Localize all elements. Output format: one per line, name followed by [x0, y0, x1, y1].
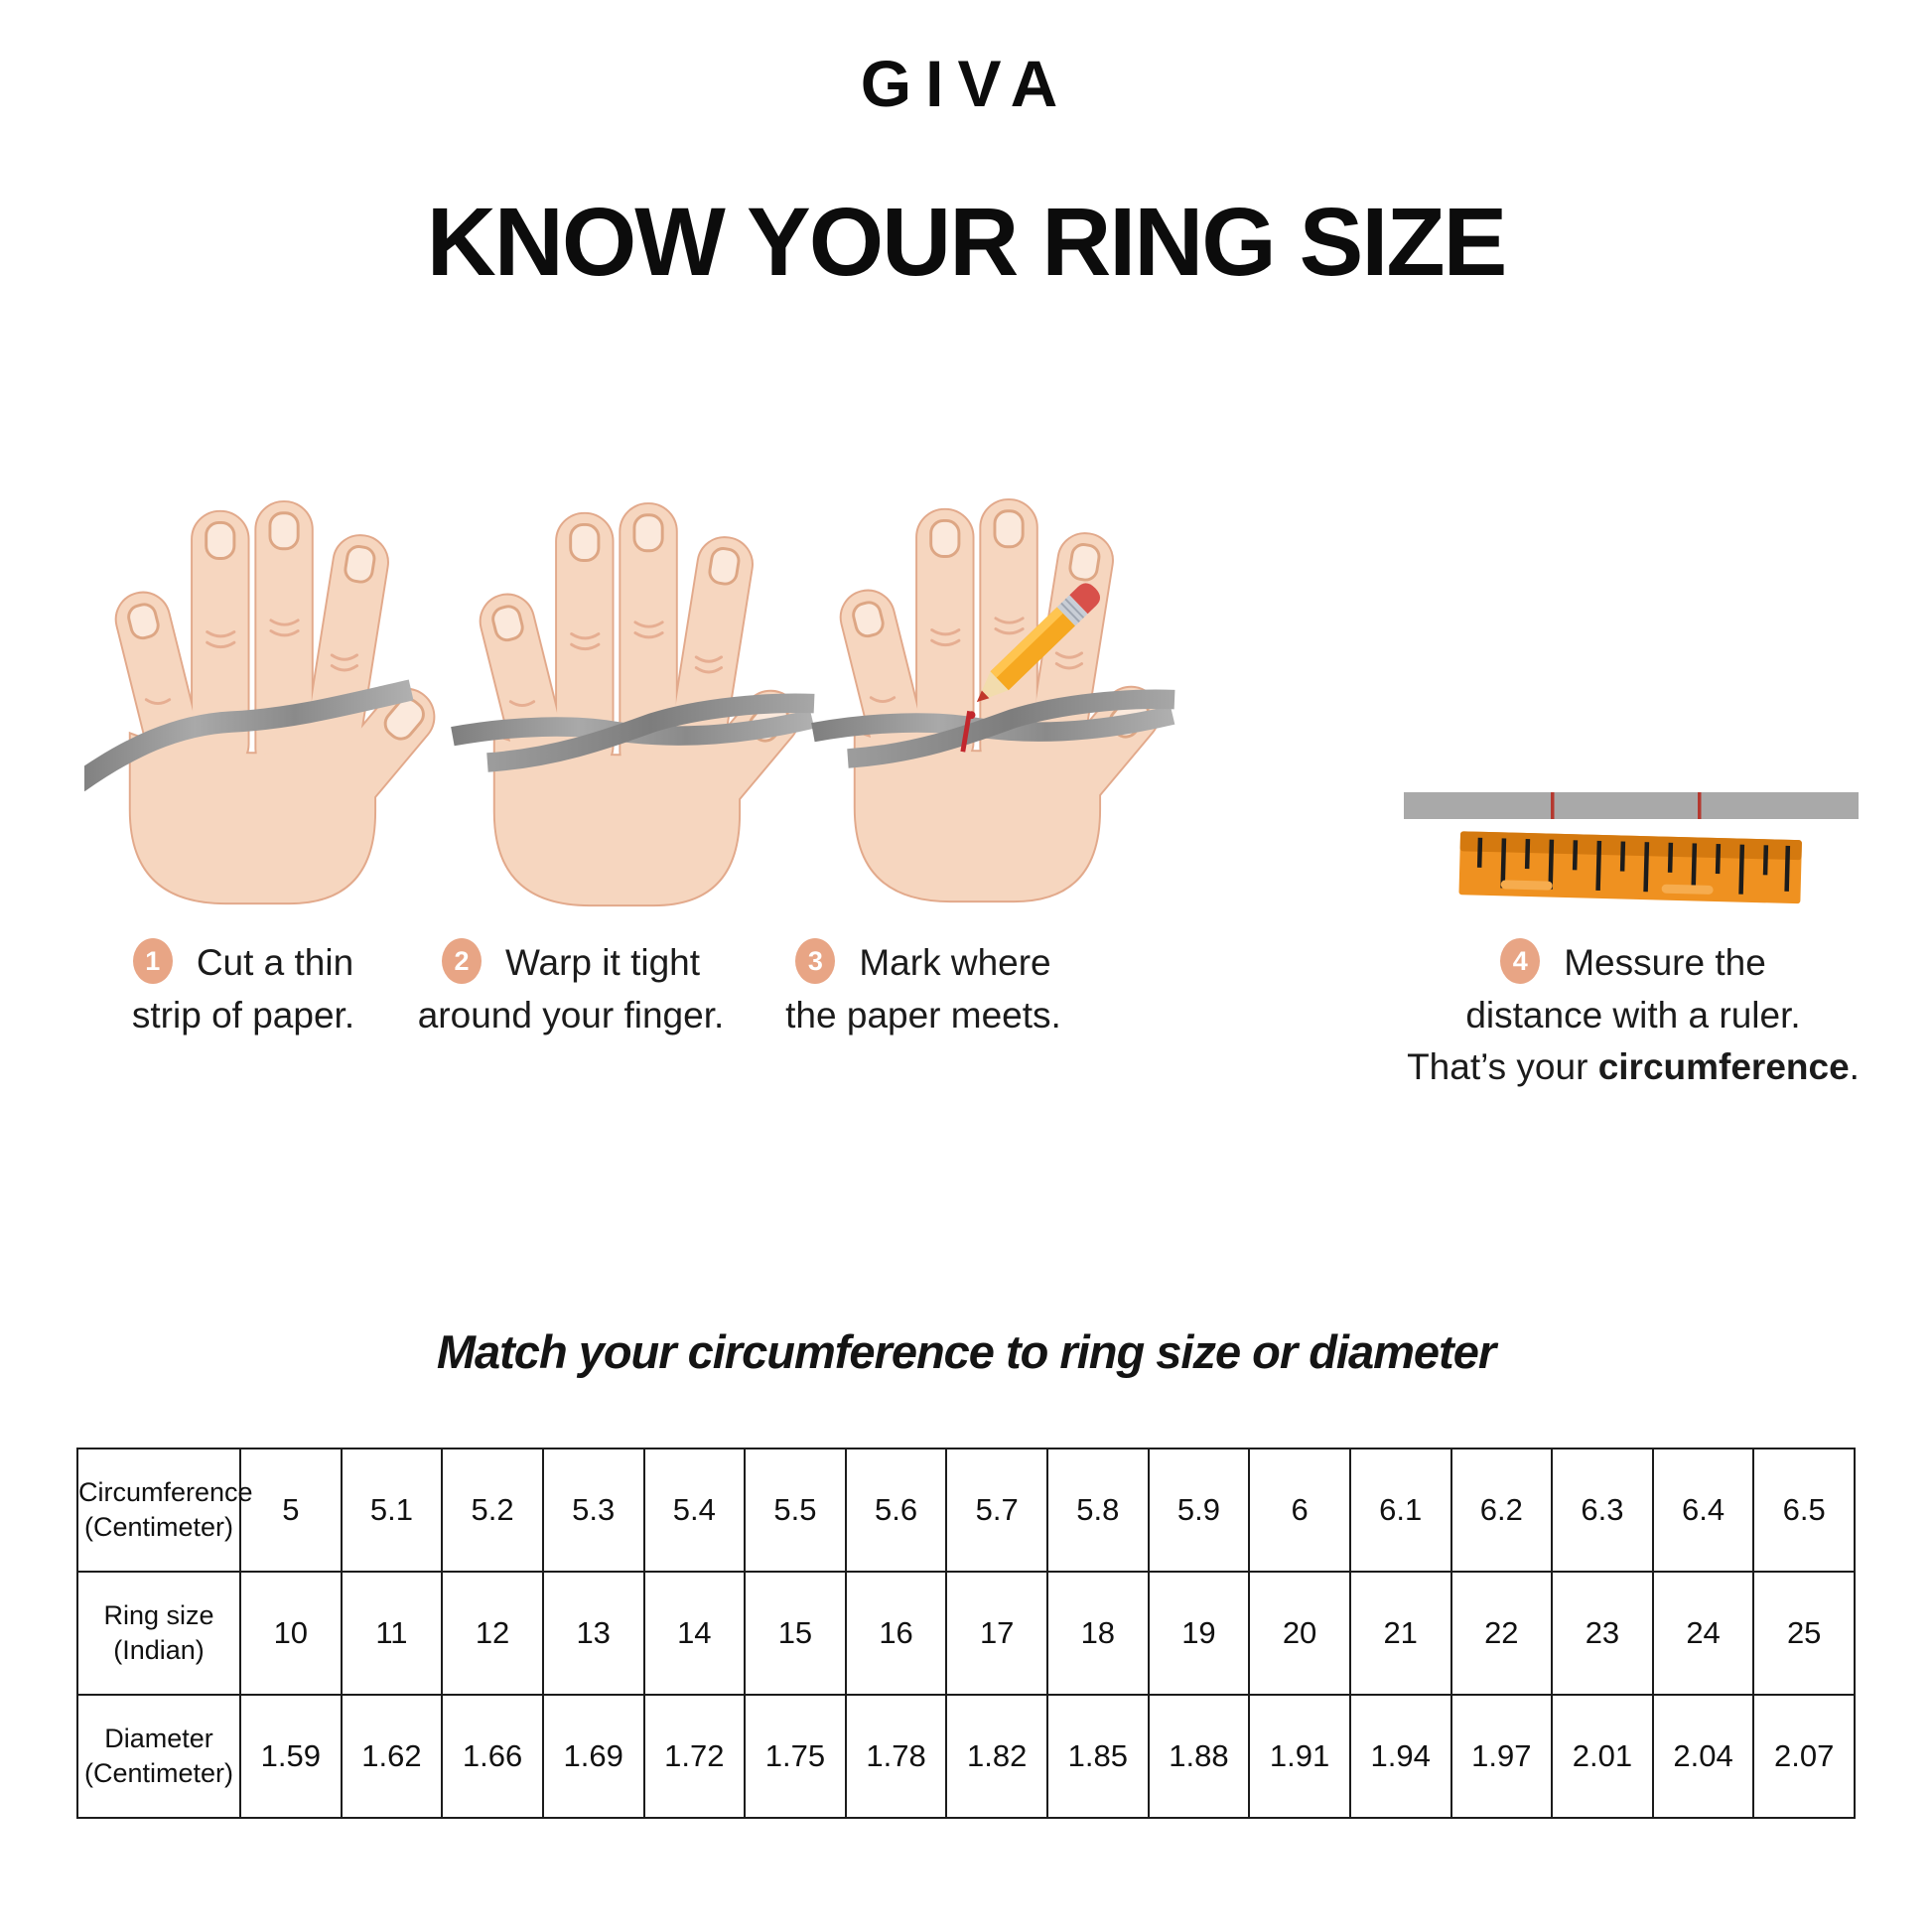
table-cell: 5.3	[541, 1448, 645, 1573]
table-cell: 23	[1551, 1571, 1654, 1696]
table-cell: 17	[945, 1571, 1048, 1696]
step-caption-2: 2 Warp it tight around your finger.	[382, 937, 759, 1041]
step-4-line3-prefix: That’s your	[1407, 1046, 1598, 1088]
table-cell: 6.5	[1752, 1448, 1856, 1573]
page-title: KNOW YOUR RING SIZE	[426, 188, 1508, 296]
step-3-line1: Mark where	[859, 942, 1051, 983]
step-1-line1: Cut a thin	[196, 942, 354, 983]
paper-strip-flat	[1404, 792, 1859, 819]
ruler-icon	[1458, 831, 1802, 904]
table-cell: 20	[1248, 1571, 1351, 1696]
table-cell: 6.1	[1348, 1448, 1452, 1573]
step-4-line3: That’s your circumference.	[1362, 1041, 1904, 1094]
step-2-illustration	[449, 429, 816, 912]
hand-wrapped-strip-icon	[451, 429, 815, 912]
step-2-line2: around your finger.	[417, 994, 725, 1035]
table-cell: 5	[239, 1448, 343, 1573]
step-4-line2: distance with a ruler.	[1465, 994, 1801, 1035]
table-cell: 24	[1651, 1571, 1755, 1696]
paper-strip	[84, 679, 414, 792]
table-cell: 5.1	[340, 1448, 444, 1573]
table-cell: 1.59	[239, 1694, 343, 1819]
table-cell: 13	[541, 1571, 645, 1696]
brand-logo: GIVA	[860, 47, 1072, 120]
step-2-line1: Warp it tight	[504, 942, 701, 983]
table-cell: 10	[239, 1571, 343, 1696]
table-cell: 1.75	[744, 1694, 847, 1819]
match-heading: Match your circumference to ring size or…	[436, 1325, 1496, 1378]
step-1-line2: strip of paper.	[131, 994, 355, 1035]
table-cell: 5.5	[744, 1448, 847, 1573]
table-cell: 6	[1248, 1448, 1351, 1573]
table-cell: 11	[340, 1571, 444, 1696]
step-3-badge: 3	[795, 938, 836, 985]
hand-with-strip-icon	[84, 427, 452, 910]
row-header: Ring size (Indian)	[76, 1571, 241, 1696]
table-cell: 2.07	[1752, 1694, 1856, 1819]
ring-size-table: Circumference (Centimeter) 5 5.1 5.2 5.3 5.4 5.…	[76, 1448, 1856, 1819]
table-cell: 22	[1449, 1571, 1554, 1696]
table-cell: 1.88	[1147, 1694, 1251, 1819]
step-2-badge: 2	[441, 938, 482, 985]
table-cell: 1.66	[441, 1694, 544, 1819]
step-4-badge: 4	[1500, 938, 1541, 985]
table-cell: 6.2	[1449, 1448, 1554, 1573]
table-cell: 15	[744, 1571, 847, 1696]
step-4-illustration	[1402, 766, 1878, 935]
pencil-icon	[976, 583, 1101, 703]
table-cell: 1.94	[1348, 1694, 1452, 1819]
hand-pencil-mark-icon	[811, 425, 1175, 908]
row-header: Circumference (Centimeter)	[76, 1448, 253, 1573]
step-1-badge: 1	[132, 938, 173, 985]
table-cell: 5.2	[441, 1448, 544, 1573]
ring-size-table-body: Circumference (Centimeter) 5 5.1 5.2 5.3 5.4 5.…	[76, 1448, 1856, 1819]
ruler-measure-icon	[1404, 792, 1859, 904]
step-caption-4: 4 Messure the distance with a ruler. That…	[1362, 937, 1904, 1094]
table-row: Diameter (Centimeter) 1.59 1.62 1.66 1.69 1.72…	[76, 1694, 1856, 1819]
table-cell: 6.4	[1651, 1448, 1755, 1573]
table-cell: 16	[844, 1571, 948, 1696]
table-cell: 1.78	[844, 1694, 948, 1819]
table-row: Ring size (Indian) 10 11 12 13 14 15 16 17 18 19 20 2…	[76, 1571, 1856, 1696]
pencil-dot	[967, 711, 976, 720]
table-cell: 1.62	[340, 1694, 444, 1819]
row-header: Diameter (Centimeter)	[76, 1694, 241, 1819]
table-cell: 12	[441, 1571, 544, 1696]
table-cell: 21	[1348, 1571, 1452, 1696]
table-cell: 2.01	[1551, 1694, 1654, 1819]
table-row: Circumference (Centimeter) 5 5.1 5.2 5.3 5.4 5.…	[76, 1448, 1856, 1573]
table-cell: 1.82	[945, 1694, 1048, 1819]
table-cell: 1.72	[642, 1694, 747, 1819]
table-cell: 14	[642, 1571, 747, 1696]
table-cell: 25	[1752, 1571, 1856, 1696]
table-cell: 5.4	[642, 1448, 747, 1573]
step-4-line3-bold: circumference	[1597, 1046, 1850, 1088]
paper-strip-cross	[847, 689, 1175, 768]
table-cell: 6.3	[1551, 1448, 1654, 1573]
step-3-line2: the paper meets.	[785, 994, 1061, 1035]
step-1-illustration	[84, 427, 452, 910]
table-cell: 18	[1046, 1571, 1150, 1696]
step-4-line3-suffix: .	[1849, 1046, 1860, 1088]
step-caption-1: 1 Cut a thin strip of paper.	[55, 937, 432, 1041]
table-cell: 1.91	[1248, 1694, 1351, 1819]
table-cell: 5.7	[945, 1448, 1048, 1573]
table-cell: 5.8	[1046, 1448, 1150, 1573]
table-cell: 2.04	[1651, 1694, 1755, 1819]
step-caption-3: 3 Mark where the paper meets.	[735, 937, 1112, 1041]
red-mark	[960, 710, 973, 753]
table-cell: 1.97	[1449, 1694, 1554, 1819]
table-cell: 5.9	[1147, 1448, 1251, 1573]
step-4-line1: Messure the	[1564, 942, 1766, 983]
table-cell: 1.69	[541, 1694, 645, 1819]
table-cell: 5.6	[844, 1448, 948, 1573]
table-cell: 19	[1147, 1571, 1251, 1696]
step-3-illustration	[809, 425, 1176, 908]
table-cell: 1.85	[1046, 1694, 1150, 1819]
paper-strip-cross	[486, 693, 815, 772]
